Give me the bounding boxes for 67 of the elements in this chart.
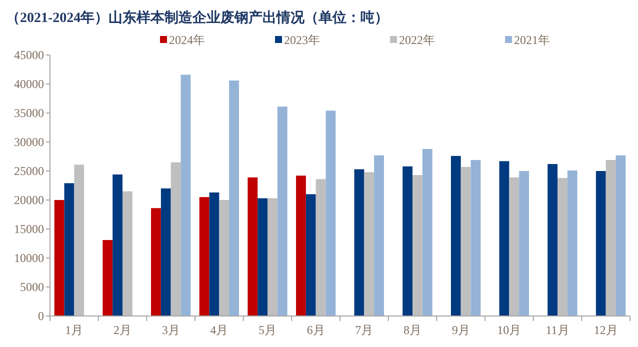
bar [268, 198, 278, 316]
bar [277, 106, 288, 316]
x-tick-label: 6月 [306, 323, 325, 337]
bar [102, 240, 113, 316]
bar [296, 176, 306, 316]
x-tick-label: 5月 [258, 323, 276, 337]
bar [64, 183, 74, 316]
x-tick-label: 12月 [594, 323, 618, 337]
legend-label: 2021年 [514, 33, 550, 47]
bar [74, 164, 84, 316]
bar [199, 197, 210, 316]
bar [450, 156, 461, 316]
chart-title: （2021-2024年）山东样本制造企业废钢产出情况（单位：吨） [6, 9, 389, 26]
y-tick-label: 10000 [14, 251, 44, 266]
bar [509, 177, 520, 316]
bar [160, 188, 171, 316]
bar [229, 80, 239, 316]
x-tick-label: 4月 [210, 323, 228, 337]
y-tick-label: 0 [38, 309, 44, 324]
bar [248, 177, 258, 316]
bar [402, 166, 412, 316]
bar [122, 191, 132, 316]
bar [374, 155, 384, 316]
legend-label: 2023年 [284, 33, 320, 47]
bar [567, 170, 578, 316]
y-tick-label: 20000 [14, 193, 44, 208]
bar [151, 208, 161, 316]
bar [54, 200, 64, 316]
x-tick-label: 9月 [452, 323, 470, 337]
y-tick-label: 25000 [14, 164, 44, 178]
bar [499, 161, 510, 316]
x-tick-label: 7月 [355, 323, 374, 337]
bar [606, 160, 616, 316]
bar [470, 160, 481, 316]
y-tick-label: 45000 [14, 48, 44, 62]
legend-label: 2024年 [169, 33, 205, 47]
bar [422, 148, 432, 316]
bar [258, 198, 268, 316]
y-tick-label: 15000 [14, 222, 44, 236]
bar [616, 155, 626, 316]
x-tick-label: 3月 [162, 323, 180, 337]
bar [364, 172, 374, 316]
x-tick-label: 1月 [65, 323, 84, 337]
y-tick-label: 40000 [14, 77, 44, 92]
x-tick-label: 2月 [114, 323, 132, 337]
x-tick-label: 8月 [404, 323, 422, 337]
bar [596, 171, 606, 316]
y-tick-label: 30000 [14, 135, 44, 150]
legend-label: 2022年 [399, 33, 435, 47]
bar [326, 110, 336, 316]
bar [219, 200, 230, 316]
bar [558, 178, 568, 316]
bar [412, 175, 422, 316]
bar [354, 169, 364, 316]
bar [170, 162, 181, 316]
y-tick-label: 5000 [20, 280, 44, 294]
bar [180, 74, 191, 316]
bar [519, 171, 529, 316]
bar [209, 192, 220, 316]
x-tick-label: 11月 [546, 323, 570, 337]
bar [548, 164, 558, 316]
bar [112, 174, 122, 316]
bar [460, 166, 471, 316]
bar [306, 194, 316, 316]
x-tick-label: 10月 [497, 323, 522, 337]
bar [316, 179, 326, 316]
y-tick-label: 35000 [14, 106, 44, 120]
